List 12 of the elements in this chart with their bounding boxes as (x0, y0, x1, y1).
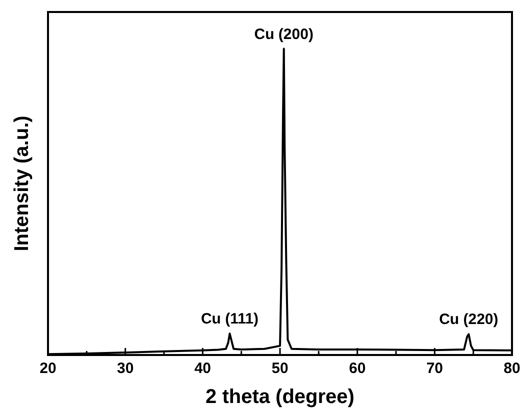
annotation: Cu (200) (254, 26, 314, 43)
y-axis-title: Intensity (a.u.) (11, 116, 33, 252)
x-tick-label: 80 (504, 360, 520, 377)
annotation: Cu (220) (439, 311, 498, 328)
annotation: Cu (111) (200, 310, 258, 328)
x-tick-label: 40 (194, 360, 212, 377)
x-tick-label: 50 (272, 360, 288, 377)
x-tick-label: 30 (116, 360, 134, 377)
x-axis-title: 2 theta (degree) (206, 386, 354, 408)
x-tick-label: 60 (348, 360, 366, 377)
x-tick-label: 20 (40, 360, 56, 377)
x-tick-label: 70 (426, 360, 444, 377)
